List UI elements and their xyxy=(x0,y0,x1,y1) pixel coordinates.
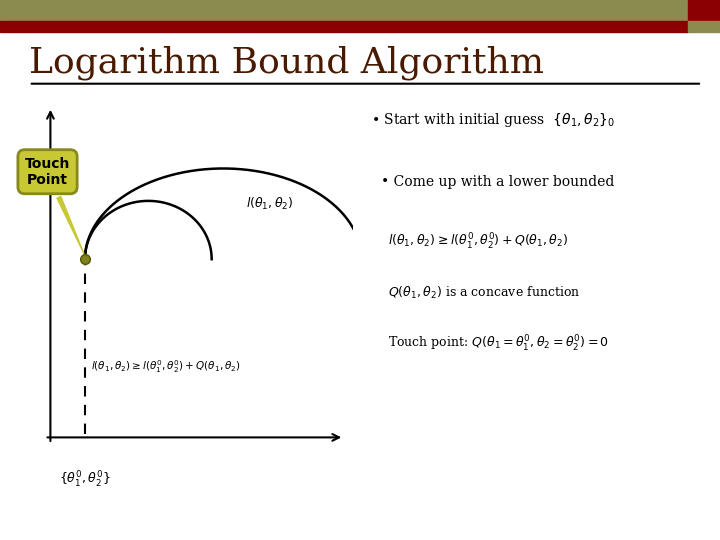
Text: $l(\theta_1, \theta_2) \geq l(\theta_1^0, \theta_2^0) + Q(\theta_1, \theta_2)$: $l(\theta_1, \theta_2) \geq l(\theta_1^0… xyxy=(388,232,569,252)
Text: $l(\theta_1, \theta_2)$: $l(\theta_1, \theta_2)$ xyxy=(246,196,294,212)
Text: $\{\theta_1^0, \theta_2^0\}$: $\{\theta_1^0, \theta_2^0\}$ xyxy=(59,470,111,490)
Text: • Come up with a lower bounded: • Come up with a lower bounded xyxy=(381,175,615,189)
Text: $Q(\theta_1, \theta_2)$ is a concave function: $Q(\theta_1, \theta_2)$ is a concave fun… xyxy=(388,285,580,301)
Text: • Start with initial guess  $\{\theta_1, \theta_2\}_0$: • Start with initial guess $\{\theta_1, … xyxy=(371,111,615,129)
Text: Touch
Point: Touch Point xyxy=(24,157,84,253)
Text: $l(\theta_1, \theta_2) \geq l(\theta_1^0, \theta_2^0) + Q(\theta_1, \theta_2)$: $l(\theta_1, \theta_2) \geq l(\theta_1^0… xyxy=(91,357,240,375)
Text: Touch point: $Q(\theta_1 = \theta_1^0, \theta_2 = \theta_2^0) = 0$: Touch point: $Q(\theta_1 = \theta_1^0, \… xyxy=(388,334,609,354)
Text: Logarithm Bound Algorithm: Logarithm Bound Algorithm xyxy=(29,46,544,80)
